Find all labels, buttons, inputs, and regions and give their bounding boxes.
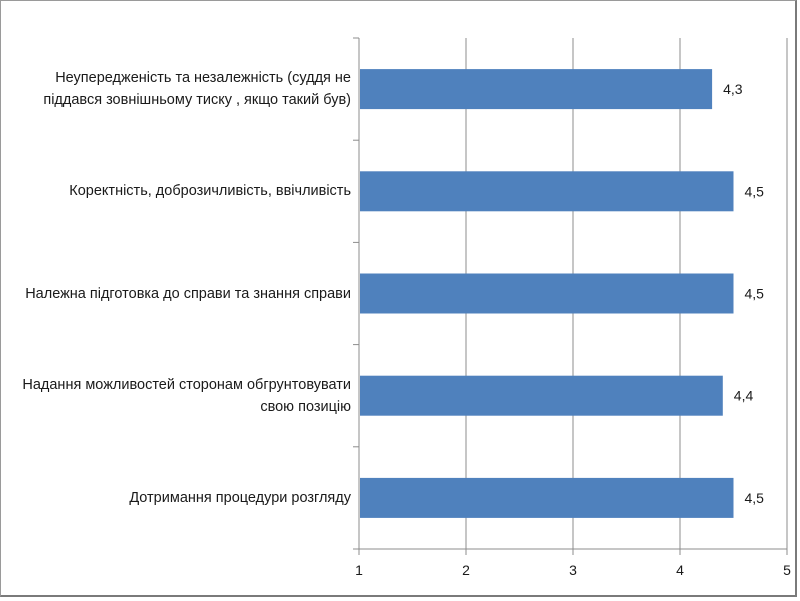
data-label: 4,5 [745,490,765,506]
x-tick-label: 3 [569,562,577,578]
data-label: 4,3 [723,81,743,97]
bars [360,69,734,518]
category-label: Надання можливостей сторонам обгрунтовув… [22,376,351,415]
x-tick-label: 4 [676,562,684,578]
x-tick-label: 2 [462,562,470,578]
bar [360,273,734,314]
data-label: 4,4 [734,388,754,404]
bar [360,69,713,110]
data-label: 4,5 [745,286,765,302]
category-label: Належна підготовка до справи та знання с… [25,285,351,302]
bar [360,375,723,416]
data-label: 4,5 [745,183,765,199]
axes: 1 2 3 4 5 [353,37,791,578]
category-label: Неупередженість та незалежність (суддя н… [43,70,351,109]
bar [360,477,734,518]
category-label: Дотримання процедури розгляду [129,489,351,506]
x-tick-label: 5 [783,562,791,578]
x-tick-label: 1 [355,562,363,578]
category-label: Коректність, доброзичливість, ввічливіст… [69,183,351,200]
data-labels: 4,3 4,5 4,5 4,4 4,5 [723,81,764,506]
bar [360,171,734,212]
